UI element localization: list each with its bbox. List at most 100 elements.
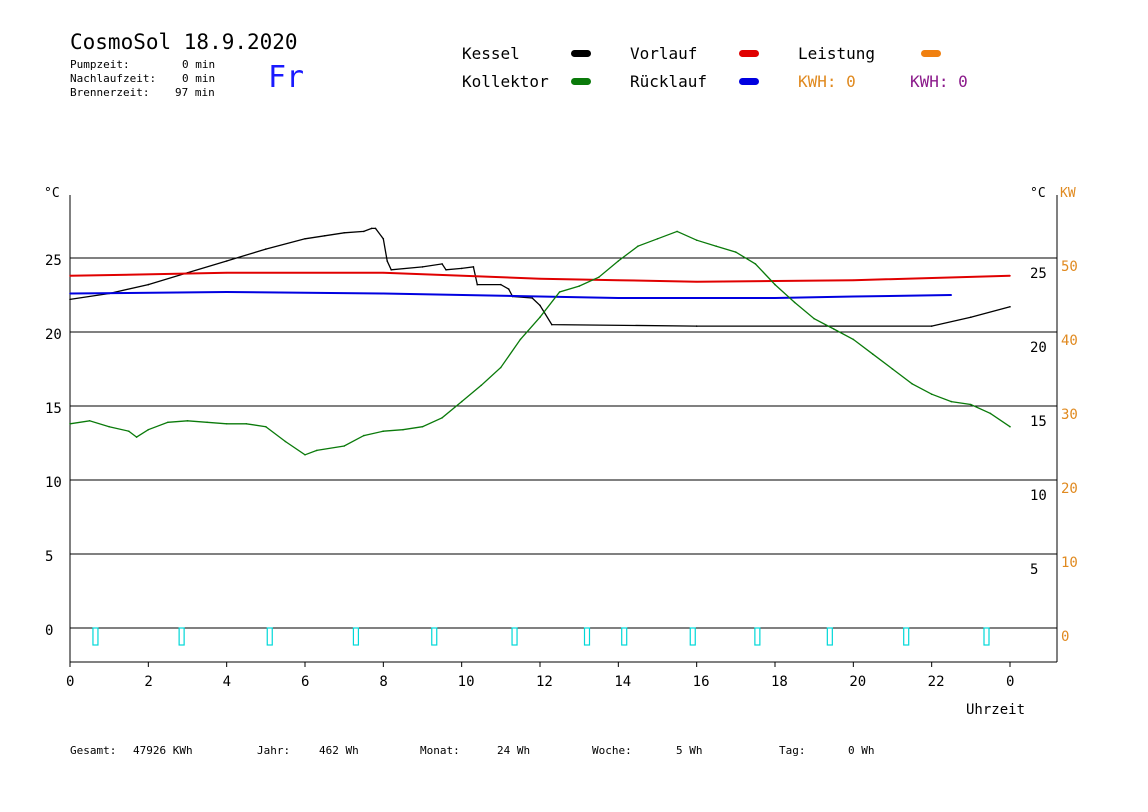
data-point [402,428,404,431]
data-point [950,400,953,403]
x-tick-label: 22 [928,674,945,690]
data-point [695,325,698,327]
legend-kwh-leistung: KWH: 0 [798,72,856,91]
data-point [695,239,698,241]
pump-marker [689,627,696,646]
data-point [108,425,110,428]
data-point [558,291,561,293]
data-point [833,328,835,330]
y-axis-unit-kw: KW [1060,186,1076,201]
data-point [1009,306,1011,308]
data-point [206,421,208,424]
y-tick-left: 0 [45,623,53,639]
data-point [472,266,475,268]
data-point [69,275,71,277]
y-axis-unit-left: °C [44,186,60,201]
data-point [989,412,992,415]
x-tick-label: 10 [458,674,475,690]
pump-marker [352,627,360,646]
data-point [284,440,287,443]
x-tick-label: 12 [536,674,553,690]
data-point [598,276,600,279]
data-point [500,283,502,286]
data-point [421,425,424,428]
footer-monat-value: 24 Wh [497,744,531,757]
data-point [460,267,463,270]
y-tick-left: 20 [45,327,62,343]
pump-marker [431,627,438,646]
data-point [316,449,318,452]
data-point [363,230,365,233]
pump-marker [621,627,628,646]
pump-marker [903,627,910,646]
x-tick-label: 18 [771,674,788,690]
data-point [539,316,541,319]
x-tick-label: 20 [849,674,866,690]
y-tick-right: 25 [1030,266,1047,282]
data-point [69,423,71,425]
footer-gesamt-value: 47926 KWh [133,744,193,757]
legend-leistung-swatch [921,50,941,57]
data-point [147,428,150,431]
legend-kwh-total: KWH: 0 [910,72,968,91]
data-point [793,301,796,304]
chart-title: CosmoSol 18.9.2020 [70,30,298,54]
data-point [225,260,228,262]
data-point [69,298,71,301]
legend-ruecklauf-label: Rücklauf [630,72,708,91]
x-tick-label: 16 [693,674,710,690]
footer-woche-value: 5 Wh [676,744,703,757]
x-tick-label: 8 [379,674,387,690]
footer-jahr-label: Jahr: [257,744,291,757]
series-line-kessel [69,227,1011,327]
data-point [637,245,639,247]
data-point [480,384,483,387]
data-point [539,304,541,307]
pump-marker [92,627,99,646]
data-point [382,292,385,295]
data-point [441,417,443,419]
weekday-label: Fr [268,60,305,95]
legend-kollektor-swatch [571,78,591,85]
y-tick-left: 10 [45,475,62,491]
legend-kessel-label: Kessel [462,44,520,63]
brennerzeit-label: Brennerzeit: [70,86,150,99]
data-point [476,283,479,286]
y-tick-kw: 30 [1061,407,1078,423]
data-point [386,260,389,262]
data-point [774,297,776,299]
data-point [578,285,580,287]
data-point [382,430,385,433]
data-point [539,295,541,298]
data-point [343,445,346,447]
nachlaufzeit-value: 0 min [182,72,216,85]
footer-gesamt-label: Gesamt: [70,744,117,757]
data-point [128,430,130,433]
y-tick-right: 15 [1030,414,1047,430]
data-point [507,288,510,290]
data-point [500,366,502,369]
pump-marker [826,627,833,646]
data-point [617,297,620,299]
data-point [265,425,267,428]
pump-marker [754,627,761,646]
data-point [363,434,365,437]
y-axis-unit-right: °C [1030,186,1046,201]
legend-kessel-swatch [571,50,591,57]
data-point [617,279,620,282]
data-point [460,400,463,403]
x-tick-label: 14 [614,674,631,690]
y-tick-right: 5 [1030,562,1038,578]
x-tick-label: 2 [144,674,152,690]
data-point [872,353,874,356]
data-point [304,454,306,456]
data-point [1009,275,1011,277]
nachlaufzeit-label: Nachlaufzeit: [70,72,157,85]
data-point [695,280,698,283]
data-point [551,323,553,326]
data-point [421,266,424,268]
data-point [695,297,698,299]
pump-marker [583,627,591,646]
data-point [930,393,933,396]
